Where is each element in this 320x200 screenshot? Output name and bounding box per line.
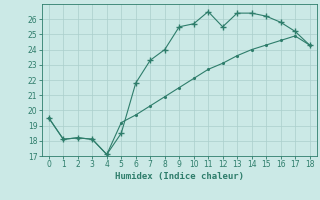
- X-axis label: Humidex (Indice chaleur): Humidex (Indice chaleur): [115, 172, 244, 181]
